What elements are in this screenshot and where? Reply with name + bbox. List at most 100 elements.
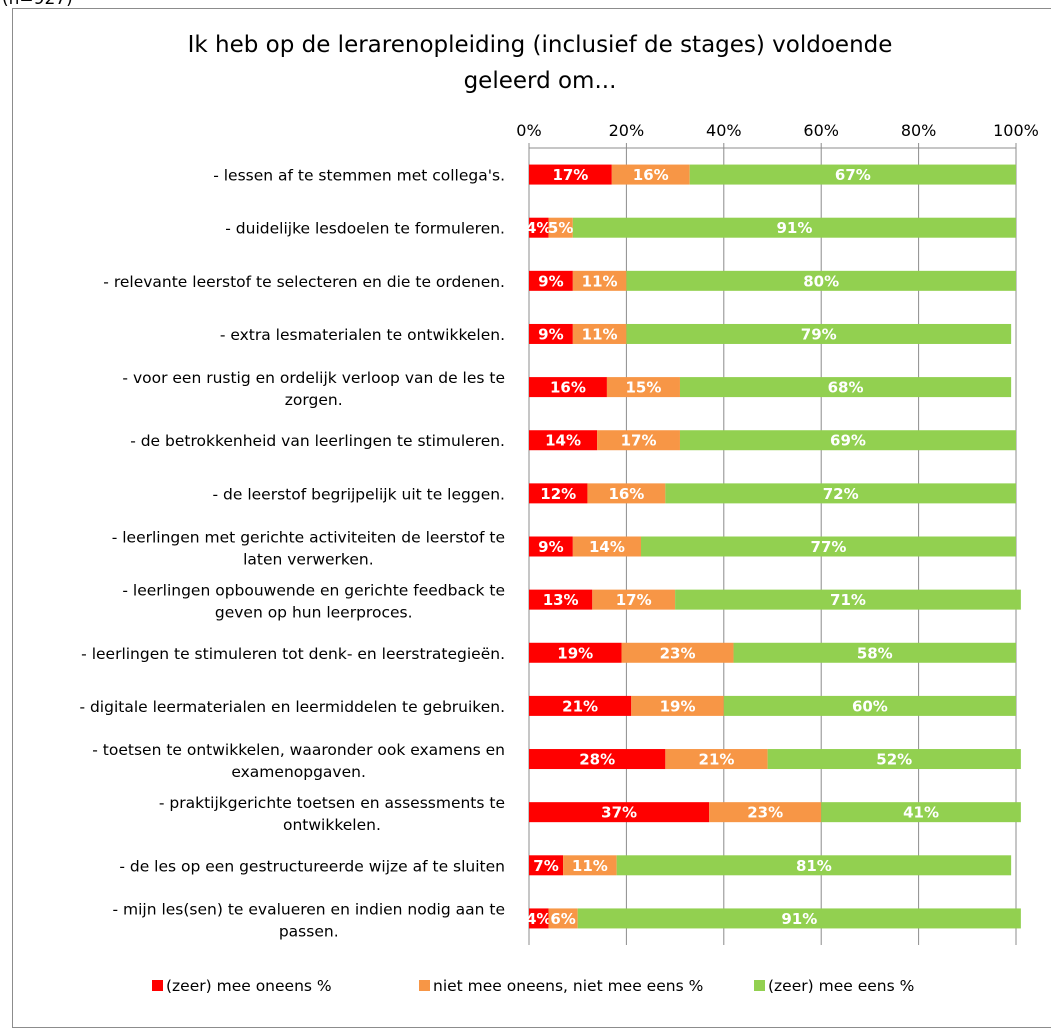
data-label: 16% <box>608 485 644 503</box>
x-tick-label: 80% <box>901 121 937 140</box>
data-label: 91% <box>776 219 812 237</box>
bar-segment <box>626 323 1012 344</box>
data-label: 9% <box>538 538 563 556</box>
category-label: - leerlingen opbouwende en gerichte feed… <box>122 582 505 622</box>
category-label: - digitale leermaterialen en leermiddele… <box>79 698 505 716</box>
bar-segment <box>529 217 549 238</box>
data-label: 60% <box>852 697 888 715</box>
x-tick-label: 20% <box>609 121 645 140</box>
category-label-line: ontwikkelen. <box>283 816 381 834</box>
bar-segment <box>679 430 1016 451</box>
bar-segment <box>577 908 1021 929</box>
data-label: 12% <box>540 485 576 503</box>
data-label: 41% <box>903 804 939 822</box>
x-tick-label: 0% <box>516 121 541 140</box>
bar-segment <box>529 908 549 929</box>
category-label: - de leerstof begrijpelijk uit te leggen… <box>213 485 505 503</box>
bar-segment <box>529 855 564 876</box>
bar-segment <box>529 802 710 823</box>
legend-label: (zeer) mee eens % <box>768 977 914 995</box>
bar-segment <box>689 164 1016 185</box>
category-label: - voor een rustig en ordelijk verloop va… <box>122 369 505 409</box>
data-label: 79% <box>801 325 837 343</box>
bar-segment <box>723 695 1016 716</box>
bar-segment <box>611 164 690 185</box>
data-label: 81% <box>796 857 832 875</box>
category-label-line: - voor een rustig en ordelijk verloop va… <box>122 369 505 387</box>
bar-segment <box>626 270 1016 291</box>
sample-size-note: (n=927) <box>2 0 73 9</box>
bar-segment <box>529 483 588 504</box>
category-label-line: examenopgaven. <box>231 763 366 781</box>
category-label: - leerlingen te stimuleren tot denk- en … <box>81 645 505 663</box>
bar-segment <box>529 270 573 291</box>
data-label: 11% <box>582 325 618 343</box>
category-label: - lessen af te stemmen met collega's. <box>213 167 505 185</box>
category-label-line: - praktijkgerichte toetsen en assessment… <box>159 794 505 812</box>
data-label: 9% <box>538 272 563 290</box>
legend-swatch <box>152 980 163 991</box>
bar-segment <box>592 589 676 610</box>
data-label: 21% <box>562 697 598 715</box>
data-label: 80% <box>803 272 839 290</box>
x-tick-label: 40% <box>706 121 742 140</box>
data-label: 77% <box>811 538 847 556</box>
data-label: 28% <box>579 751 615 769</box>
bar-segment <box>679 377 1012 398</box>
data-label: 11% <box>572 857 608 875</box>
category-label-line: passen. <box>279 922 339 940</box>
data-label: 6% <box>550 910 575 928</box>
data-label: 19% <box>557 644 593 662</box>
category-label: - de betrokkenheid van leerlingen te sti… <box>130 432 505 450</box>
chart-title-line-2: geleerd om... <box>464 68 617 94</box>
category-label-line: - mijn les(sen) te evalueren en indien n… <box>112 900 505 918</box>
bar-segment <box>572 536 642 557</box>
bars: 17% 16% 67%4%5% 91%9% 11% 80%9% 11% 79%16% 15% 68… <box>526 164 1021 929</box>
bar-segment <box>641 536 1016 557</box>
data-label: 69% <box>830 432 866 450</box>
category-label: - extra lesmaterialen te ontwikkelen. <box>220 326 505 344</box>
legend-label: (zeer) mee oneens % <box>166 977 332 995</box>
data-label: 68% <box>828 379 864 397</box>
bar-segment <box>572 270 627 291</box>
bar-segment <box>631 695 724 716</box>
category-label-line: laten verwerken. <box>243 551 374 569</box>
category-label-line: - leerlingen opbouwende en gerichte feed… <box>122 582 505 600</box>
data-label: 7% <box>533 857 558 875</box>
data-label: 23% <box>660 644 696 662</box>
bar-segment <box>665 749 768 770</box>
bar-segment <box>709 802 822 823</box>
category-label: - de les op een gestructureerde wijze af… <box>119 857 505 875</box>
category-label: - praktijkgerichte toetsen en assessment… <box>159 794 505 834</box>
data-label: 16% <box>550 379 586 397</box>
category-label: - leerlingen met gerichte activiteiten d… <box>112 529 505 569</box>
bar-segment <box>529 536 573 557</box>
bar-segment <box>529 323 573 344</box>
category-label-line: - toetsen te ontwikkelen, waaronder ook … <box>92 741 505 759</box>
data-label: 14% <box>589 538 625 556</box>
x-axis-ticks: 0% 20% 40% 60% 80% 100% <box>516 121 1039 140</box>
data-label: 19% <box>660 697 696 715</box>
bar-segment <box>621 642 734 663</box>
bar-segment <box>548 908 578 929</box>
category-label: - toetsen te ontwikkelen, waaronder ook … <box>92 741 505 781</box>
x-tick-label: 100% <box>993 121 1039 140</box>
bar-segment <box>572 217 1016 238</box>
legend-swatch <box>754 980 765 991</box>
chart-title-line-1: Ik heb op de lerarenopleiding (inclusief… <box>188 32 893 58</box>
bar-segment <box>587 483 666 504</box>
data-label: 5% <box>548 219 573 237</box>
data-label: 9% <box>538 325 563 343</box>
bar-segment <box>606 377 680 398</box>
bar-segment <box>529 430 598 451</box>
legend: (zeer) mee oneens % niet mee oneens, niet… <box>152 977 914 995</box>
bar-segment <box>529 695 632 716</box>
bar-segment <box>529 377 607 398</box>
data-label: 17% <box>621 432 657 450</box>
legend-label: niet mee oneens, niet mee eens % <box>433 977 703 995</box>
bar-segment <box>597 430 680 451</box>
data-label: 14% <box>545 432 581 450</box>
data-label: 13% <box>543 591 579 609</box>
chart-title: Ik heb op de lerarenopleiding (inclusief… <box>188 32 893 94</box>
